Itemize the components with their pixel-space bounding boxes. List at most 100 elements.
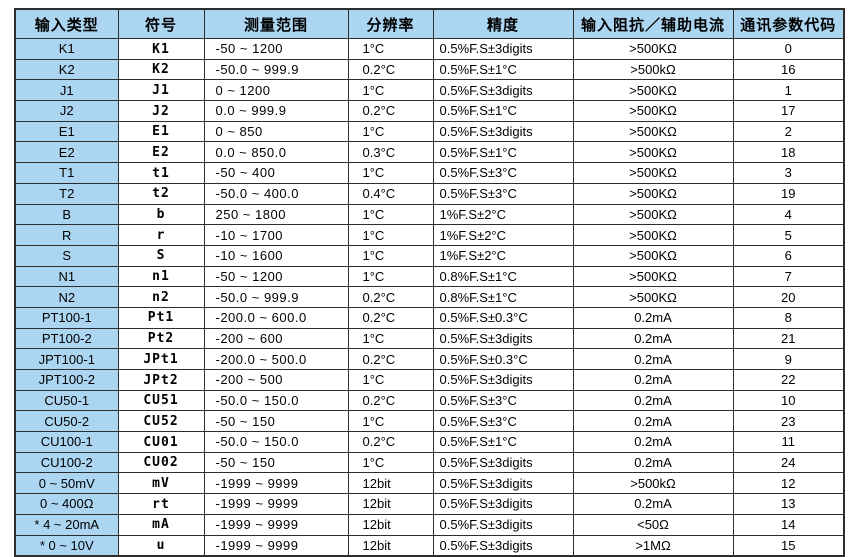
cell-symbol: t1 bbox=[117, 161, 205, 185]
cell-res: 1°C bbox=[347, 451, 434, 474]
cell-acc: 0.8%F.S±1°C bbox=[432, 265, 574, 288]
cell-code: 8 bbox=[732, 306, 845, 329]
cell-acc: 0.5%F.S±3digits bbox=[432, 38, 574, 60]
column-header-code: 通讯参数代码 bbox=[732, 8, 845, 39]
cell-range: -200 ~ 600 bbox=[203, 327, 349, 350]
input-spec-table: 输入类型 符号 测量范围 分辨率 精度 输入阻抗／辅助电流 通讯参数代码 K1 K1 -50 ~… bbox=[14, 8, 845, 557]
cell-code: 22 bbox=[732, 369, 845, 391]
cell-code: 1 bbox=[732, 79, 845, 102]
cell-symbol: mV bbox=[117, 471, 205, 495]
cell-range: -50 ~ 1200 bbox=[203, 38, 349, 60]
table-row: * 0 ~ 10V u -1999 ~ 9999 12bit 0.5%F.S±3digi… bbox=[14, 533, 845, 557]
cell-acc: 0.5%F.S±3digits bbox=[432, 493, 574, 515]
cell-input: CU100-2 bbox=[14, 451, 119, 474]
cell-input: E1 bbox=[14, 120, 119, 143]
cell-range: -10 ~ 1600 bbox=[203, 244, 349, 267]
cell-code: 15 bbox=[732, 534, 845, 557]
table-row: K1 K1 -50 ~ 1200 1°C 0.5%F.S±3digits >500KΩ 0 bbox=[14, 37, 845, 61]
cell-symbol: JPt1 bbox=[117, 347, 205, 371]
cell-acc: 0.5%F.S±3digits bbox=[432, 79, 574, 102]
cell-input: JPT100-1 bbox=[14, 348, 119, 370]
cell-range: -50.0 ~ 999.9 bbox=[203, 58, 349, 81]
cell-acc: 0.5%F.S±3digits bbox=[432, 513, 574, 536]
table-row: * 4 ~ 20mA mA -1999 ~ 9999 12bit 0.5%F.S±3di… bbox=[14, 513, 845, 537]
cell-imp: 0.2mA bbox=[572, 348, 734, 370]
cell-acc: 0.8%F.S±1°C bbox=[432, 286, 574, 308]
cell-symbol: mA bbox=[117, 513, 205, 537]
cell-symbol: b bbox=[117, 202, 205, 226]
cell-acc: 0.5%F.S±3digits bbox=[432, 120, 574, 143]
cell-range: -50.0 ~ 150.0 bbox=[203, 389, 349, 412]
cell-input: S bbox=[14, 244, 119, 267]
cell-res: 1°C bbox=[347, 79, 434, 102]
cell-symbol: rt bbox=[117, 492, 205, 516]
cell-res: 1°C bbox=[347, 327, 434, 350]
cell-range: -1999 ~ 9999 bbox=[203, 493, 349, 515]
column-header-imp: 输入阻抗／辅助电流 bbox=[572, 8, 734, 39]
cell-res: 1°C bbox=[347, 203, 434, 226]
table-row: CU100-2 CU02 -50 ~ 150 1°C 0.5%F.S±3digits 0.… bbox=[14, 451, 845, 474]
cell-imp: 0.2mA bbox=[572, 493, 734, 515]
cell-symbol: r bbox=[117, 223, 205, 247]
cell-res: 0.2°C bbox=[347, 306, 434, 329]
cell-code: 20 bbox=[732, 286, 845, 308]
cell-input: K1 bbox=[14, 38, 119, 60]
cell-range: -1999 ~ 9999 bbox=[203, 534, 349, 557]
cell-code: 10 bbox=[732, 389, 845, 412]
cell-input: N2 bbox=[14, 286, 119, 308]
cell-symbol: K2 bbox=[117, 58, 205, 81]
cell-input: J2 bbox=[14, 100, 119, 122]
cell-symbol: t2 bbox=[117, 182, 205, 206]
header-row: 输入类型 符号 测量范围 分辨率 精度 输入阻抗／辅助电流 通讯参数代码 bbox=[14, 8, 845, 39]
cell-imp: >500KΩ bbox=[572, 224, 734, 246]
cell-res: 0.2°C bbox=[347, 431, 434, 453]
cell-input: CU50-2 bbox=[14, 410, 119, 433]
cell-res: 12bit bbox=[347, 513, 434, 536]
cell-range: -200 ~ 500 bbox=[203, 369, 349, 391]
cell-range: -1999 ~ 9999 bbox=[203, 513, 349, 536]
cell-input: * 0 ~ 10V bbox=[14, 534, 119, 557]
cell-code: 24 bbox=[732, 451, 845, 474]
cell-imp: 0.2mA bbox=[572, 327, 734, 350]
cell-res: 0.3°C bbox=[347, 141, 434, 164]
column-header-res: 分辨率 bbox=[347, 8, 434, 39]
cell-code: 19 bbox=[732, 182, 845, 205]
column-header-symbol: 符号 bbox=[117, 8, 205, 39]
cell-input: T1 bbox=[14, 162, 119, 184]
cell-acc: 0.5%F.S±1°C bbox=[432, 141, 574, 164]
cell-code: 17 bbox=[732, 100, 845, 122]
cell-range: 0 ~ 850 bbox=[203, 120, 349, 143]
column-header-range: 测量范围 bbox=[203, 8, 349, 39]
cell-res: 0.2°C bbox=[347, 100, 434, 122]
cell-res: 0.2°C bbox=[347, 58, 434, 81]
cell-range: 0.0 ~ 999.9 bbox=[203, 100, 349, 122]
input-spec-table-container: 输入类型 符号 测量范围 分辨率 精度 输入阻抗／辅助电流 通讯参数代码 K1 K1 -50 ~… bbox=[14, 8, 845, 557]
cell-symbol: CU02 bbox=[117, 451, 205, 474]
cell-symbol: S bbox=[117, 244, 205, 268]
cell-res: 12bit bbox=[347, 472, 434, 495]
cell-code: 16 bbox=[732, 58, 845, 81]
table-row: T2 t2 -50.0 ~ 400.0 0.4°C 0.5%F.S±3°C >500KΩ 1… bbox=[14, 182, 845, 206]
cell-res: 12bit bbox=[347, 534, 434, 557]
cell-res: 12bit bbox=[347, 493, 434, 515]
cell-acc: 0.5%F.S±3digits bbox=[432, 451, 574, 474]
table-row: N2 n2 -50.0 ~ 999.9 0.2°C 0.8%F.S±1°C >500KΩ 2… bbox=[14, 285, 845, 309]
cell-acc: 0.5%F.S±3°C bbox=[432, 182, 574, 205]
cell-acc: 0.5%F.S±3°C bbox=[432, 162, 574, 184]
cell-acc: 0.5%F.S±3digits bbox=[432, 472, 574, 495]
cell-acc: 0.5%F.S±3°C bbox=[432, 389, 574, 412]
cell-imp: >500kΩ bbox=[572, 58, 734, 81]
cell-input: K2 bbox=[14, 58, 119, 81]
cell-range: -10 ~ 1700 bbox=[203, 224, 349, 246]
cell-imp: 0.2mA bbox=[572, 306, 734, 329]
cell-imp: 0.2mA bbox=[572, 431, 734, 453]
column-header-acc: 精度 bbox=[432, 8, 574, 39]
cell-code: 11 bbox=[732, 431, 845, 453]
cell-symbol: CU52 bbox=[117, 409, 205, 433]
table-row: S S -10 ~ 1600 1°C 1%F.S±2°C >500KΩ 6 bbox=[14, 244, 845, 268]
cell-imp: >500KΩ bbox=[572, 141, 734, 164]
cell-res: 1°C bbox=[347, 244, 434, 267]
cell-range: -200.0 ~ 500.0 bbox=[203, 348, 349, 370]
